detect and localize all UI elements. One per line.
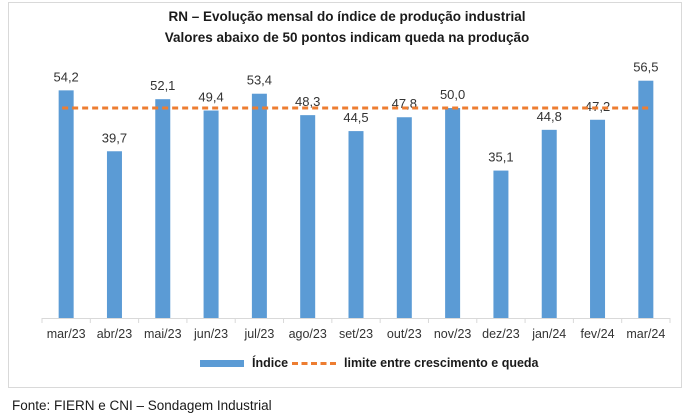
bar-out-23 <box>396 117 412 319</box>
x-tick-label: jun/23 <box>193 327 228 341</box>
source-note: Fonte: FIERN e CNI – Sondagem Industrial <box>12 398 272 413</box>
x-tick-label: dez/23 <box>482 327 520 341</box>
legend: Índice limite entre crescimento e queda <box>0 356 694 372</box>
bar-jun-23 <box>203 110 219 319</box>
legend-swatch-dashed-line <box>292 361 336 365</box>
data-label: 52,1 <box>150 78 175 93</box>
data-label: 50,0 <box>440 87 465 102</box>
bar-mai-23 <box>155 99 171 319</box>
legend-label-reference-line: limite entre crescimento e queda <box>344 356 539 370</box>
legend-label-index: Índice <box>252 356 289 370</box>
data-label: 44,8 <box>537 109 562 124</box>
bar-chart: 54,2 mar/23 39,7 abr/23 52,1 mai/23 49,4 jun/23… <box>41 60 671 341</box>
x-tick-label: mai/23 <box>144 327 182 341</box>
chart-title: RN – Evolução mensal do índice de produç… <box>168 9 526 24</box>
x-tick-label: set/23 <box>339 327 373 341</box>
chart-subtitle: Valores abaixo de 50 pontos indicam qued… <box>164 30 530 45</box>
legend-swatch-bar <box>200 359 244 367</box>
bar-mar-23 <box>58 90 74 318</box>
data-label: 53,4 <box>247 73 272 88</box>
x-tick-label: nov/23 <box>434 327 472 341</box>
x-tick-label: out/23 <box>387 327 422 341</box>
bar-mar-24 <box>638 80 654 318</box>
data-label: 49,4 <box>198 90 223 105</box>
data-label: 48,3 <box>295 94 320 109</box>
x-tick-label: mar/24 <box>626 327 665 341</box>
data-label: 56,5 <box>633 60 658 75</box>
bar-jan-24 <box>541 129 557 318</box>
x-tick-label: ago/23 <box>289 327 327 341</box>
data-label: 35,1 <box>488 150 513 165</box>
bar-jul-23 <box>251 93 267 318</box>
x-tick-label: jan/24 <box>531 327 566 341</box>
x-tick-label: mar/23 <box>47 327 86 341</box>
data-label: 44,5 <box>343 110 368 125</box>
legend-item-index: Índice <box>200 356 288 370</box>
bar-ago-23 <box>300 115 316 318</box>
bar-abr-23 <box>106 151 122 318</box>
data-label: 47,2 <box>585 99 610 114</box>
bar-fev-24 <box>590 119 606 318</box>
legend-item-reference-line: limite entre crescimento e queda <box>292 356 539 370</box>
data-label: 39,7 <box>102 130 127 145</box>
x-tick-label: fev/24 <box>581 327 615 341</box>
bar-dez-23 <box>493 170 509 318</box>
x-tick-label: abr/23 <box>97 327 132 341</box>
bar-nov-23 <box>445 108 461 318</box>
bar-set-23 <box>348 131 364 318</box>
data-label: 54,2 <box>53 69 78 84</box>
x-tick-label: jul/23 <box>243 327 274 341</box>
